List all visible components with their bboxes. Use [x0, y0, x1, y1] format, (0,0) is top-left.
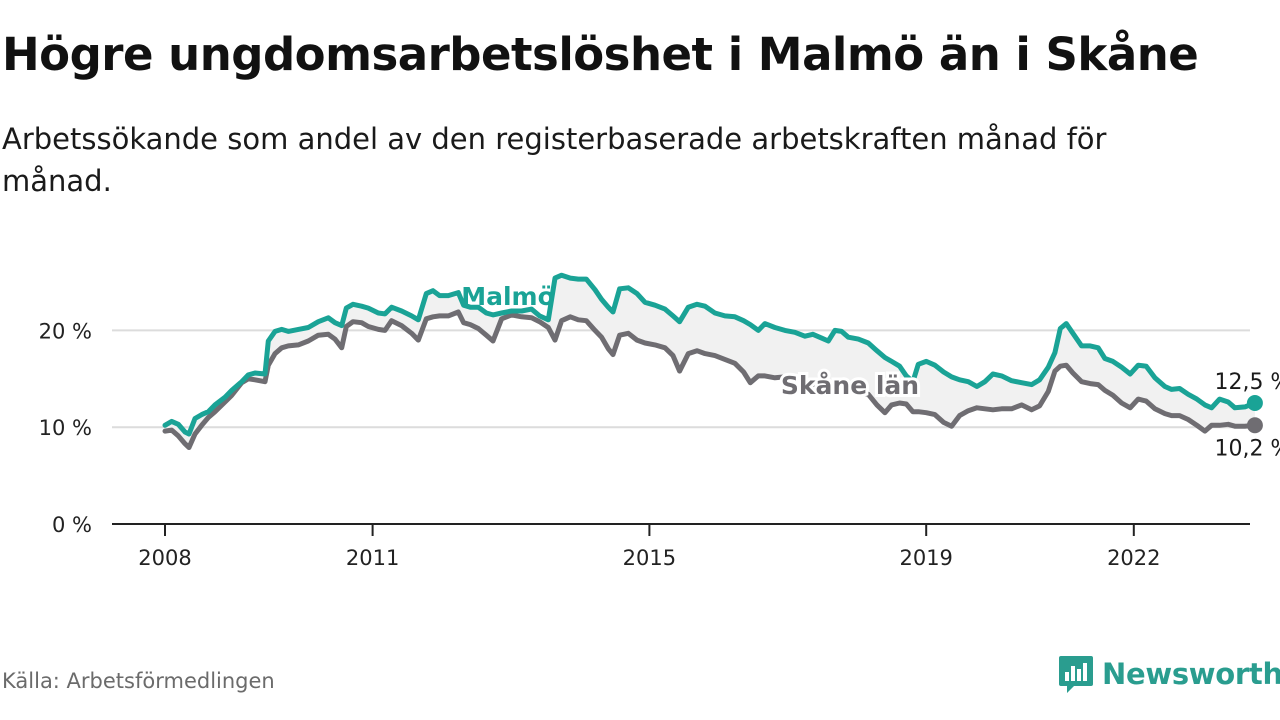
newsworthy-logo-icon [1059, 656, 1093, 693]
y-tick-label-10: 10 % [39, 416, 92, 440]
x-tick-label-2022: 2022 [1107, 546, 1160, 570]
y-tick-label-0: 0 % [52, 513, 92, 537]
x-tick-label-2019: 2019 [899, 546, 952, 570]
y-axis-ticks: 0 % 10 % 20 % [39, 319, 92, 537]
x-axis-ticks: 2008 2011 2015 2019 2022 [138, 524, 1161, 570]
x-tick-label-2011: 2011 [346, 546, 399, 570]
end-value-skane: 10,2 % [1214, 436, 1280, 461]
chart-subtitle: Arbetssökande som andel av den registerb… [2, 122, 1107, 198]
end-point-malmo [1246, 395, 1263, 411]
series-label-skane: Skåne län [781, 371, 919, 400]
source-note: Källa: Arbetsförmedlingen [2, 669, 275, 693]
x-tick-label-2015: 2015 [623, 546, 676, 570]
brand-logo[interactable]: Newsworthy [1058, 654, 1280, 694]
series-line-skane [162, 309, 1258, 450]
annotations: Malmö Skåne län 12,5 % 10,2 % [461, 282, 1280, 461]
series-lines [162, 272, 1258, 450]
chart-title: Högre ungdomsarbetslöshet i Malmö än i S… [2, 28, 1199, 81]
series-label-malmo: Malmö [461, 282, 555, 311]
gap-area [165, 275, 1255, 448]
brand-name: Newsworthy [1102, 657, 1280, 691]
series-line-malmo [162, 272, 1258, 437]
x-tick-label-2008: 2008 [138, 546, 191, 570]
y-tick-label-20: 20 % [39, 319, 92, 343]
end-value-malmo: 12,5 % [1214, 370, 1280, 395]
end-point-skane [1246, 417, 1263, 434]
